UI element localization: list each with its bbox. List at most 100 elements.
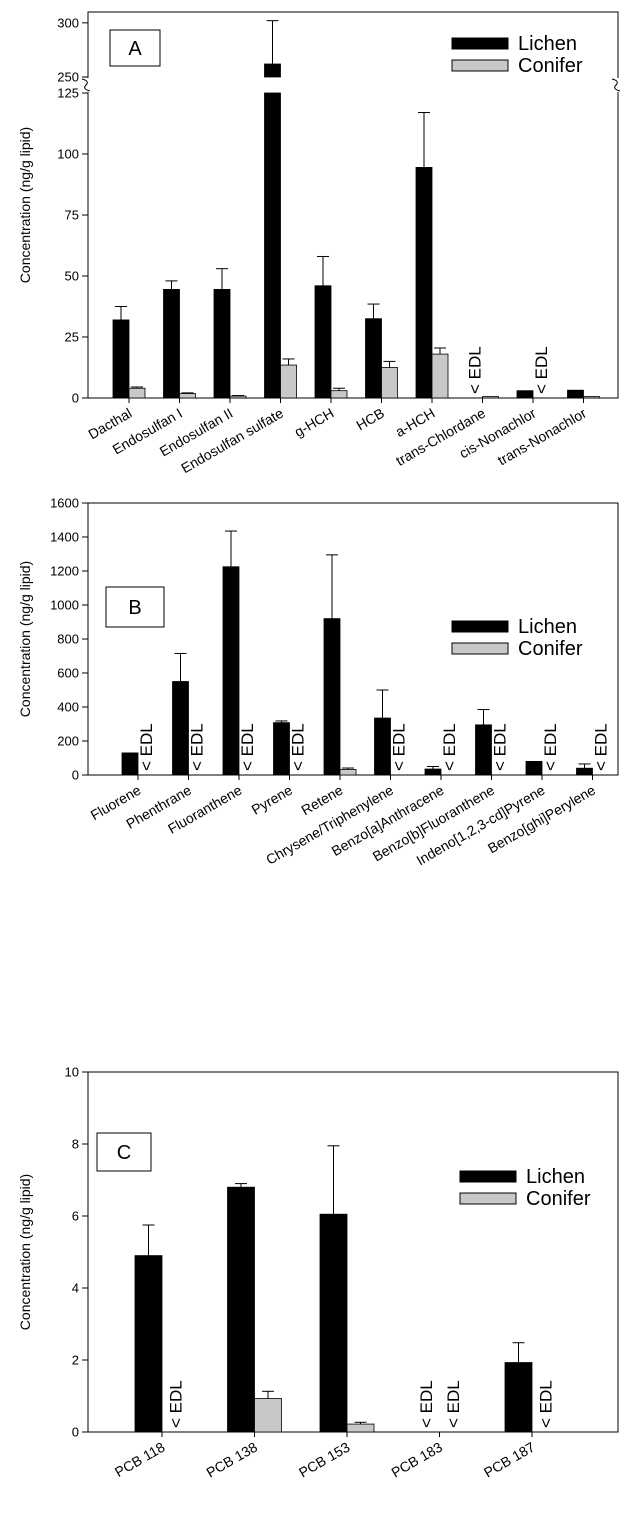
bar-conifer bbox=[280, 364, 297, 399]
bar-lichen bbox=[424, 768, 442, 776]
edl-label: < EDL bbox=[390, 723, 409, 771]
x-tick-label: PCB 187 bbox=[481, 1439, 538, 1481]
y-tick-label: 0 bbox=[72, 391, 79, 406]
legend-swatch-lichen bbox=[451, 620, 509, 633]
bar-lichen bbox=[121, 752, 139, 776]
edl-label: < EDL bbox=[167, 1380, 186, 1428]
bar-lichen bbox=[415, 167, 433, 399]
edl-label: < EDL bbox=[440, 723, 459, 771]
edl-label: < EDL bbox=[444, 1380, 463, 1428]
bar-conifer bbox=[254, 1398, 282, 1433]
panel-label-box bbox=[96, 1132, 152, 1172]
bar-lichen bbox=[319, 1213, 348, 1433]
legend-label-conifer: Conifer bbox=[526, 1188, 591, 1210]
y-tick-label: 6 bbox=[72, 1209, 79, 1224]
y-tick-label: 10 bbox=[65, 1065, 79, 1080]
legend-swatch-conifer bbox=[451, 642, 509, 655]
axis-break-mark-right bbox=[611, 78, 621, 92]
bar-conifer bbox=[482, 396, 499, 399]
bar-conifer bbox=[128, 387, 146, 399]
y-tick-label: 2 bbox=[72, 1353, 79, 1368]
bar-lichen bbox=[374, 717, 391, 776]
y-axis-label: Concentration (ng/g lipid) bbox=[17, 127, 33, 283]
y-tick-label: 75 bbox=[65, 208, 79, 223]
panel-label: B bbox=[128, 597, 141, 619]
legend-swatch-lichen bbox=[451, 37, 509, 50]
bar-conifer bbox=[179, 393, 196, 399]
bar-conifer bbox=[229, 395, 247, 399]
legend-label-conifer: Conifer bbox=[518, 55, 583, 77]
plot-frame bbox=[87, 11, 619, 399]
y-axis-label: Concentration (ng/g lipid) bbox=[17, 561, 33, 717]
bar-conifer bbox=[583, 396, 600, 399]
y-tick-label: 1400 bbox=[50, 530, 79, 545]
x-tick-label: g-HCH bbox=[291, 405, 336, 440]
x-tick-label: HCB bbox=[353, 405, 387, 434]
y-tick-label: 50 bbox=[65, 269, 79, 284]
edl-label: < EDL bbox=[532, 346, 551, 394]
y-tick-label: 200 bbox=[57, 734, 79, 749]
x-tick-label: PCB 118 bbox=[112, 1439, 168, 1480]
bar-lichen bbox=[227, 1186, 255, 1433]
y-tick-label: 0 bbox=[72, 1425, 79, 1440]
y-tick-label: 8 bbox=[72, 1137, 79, 1152]
panel-label-box bbox=[105, 586, 165, 628]
y-tick-label: 1200 bbox=[50, 564, 79, 579]
bar-lichen-upper bbox=[264, 63, 281, 78]
panel-label: A bbox=[128, 38, 142, 60]
y-tick-label: 400 bbox=[57, 700, 79, 715]
plot-frame bbox=[87, 1071, 619, 1433]
y-tick-label: 4 bbox=[72, 1281, 79, 1296]
bar-lichen bbox=[516, 390, 534, 399]
x-tick-label: PCB 183 bbox=[388, 1439, 445, 1481]
bar-lichen bbox=[112, 319, 130, 399]
edl-label: < EDL bbox=[289, 723, 308, 771]
bar-lichen bbox=[314, 285, 332, 399]
x-tick-label: PCB 138 bbox=[203, 1439, 260, 1481]
x-tick-label: Pyrene bbox=[249, 782, 296, 818]
legend-label-lichen: Lichen bbox=[518, 33, 577, 55]
bar-lichen bbox=[576, 767, 593, 776]
edl-label: < EDL bbox=[491, 723, 510, 771]
edl-label: < EDL bbox=[417, 1380, 436, 1428]
edl-label: < EDL bbox=[592, 723, 611, 771]
axis-break-gap-right bbox=[614, 78, 622, 92]
legend-swatch-conifer bbox=[459, 1192, 517, 1205]
x-tick-label: PCB 153 bbox=[296, 1439, 353, 1481]
bar-lichen bbox=[222, 566, 240, 776]
bar-lichen-lower bbox=[264, 92, 281, 399]
x-tick-label: trans-Nonachlor bbox=[495, 405, 590, 469]
bar-conifer bbox=[339, 768, 357, 776]
bar-lichen bbox=[134, 1255, 163, 1433]
bar-conifer bbox=[330, 390, 348, 399]
bar-conifer bbox=[346, 1423, 375, 1433]
legend-swatch-lichen bbox=[459, 1170, 517, 1183]
y-tick-label: 300 bbox=[57, 15, 79, 30]
legend-label-lichen: Lichen bbox=[526, 1166, 585, 1188]
y-tick-label: 1000 bbox=[50, 598, 79, 613]
y-tick-label: 25 bbox=[65, 330, 79, 345]
y-tick-label: 600 bbox=[57, 666, 79, 681]
y-tick-label: 0 bbox=[72, 768, 79, 783]
bar-lichen bbox=[213, 289, 231, 399]
bar-conifer bbox=[431, 353, 449, 399]
axis-break-mark-left bbox=[81, 78, 91, 92]
axis-break-gap-left bbox=[84, 78, 92, 92]
bar-lichen bbox=[273, 722, 290, 776]
bar-lichen bbox=[475, 724, 492, 776]
y-tick-label: 250 bbox=[57, 70, 79, 85]
legend-label-conifer: Conifer bbox=[518, 638, 583, 660]
y-tick-label: 125 bbox=[57, 86, 79, 101]
edl-label: < EDL bbox=[537, 1380, 556, 1428]
edl-label: < EDL bbox=[137, 723, 156, 771]
edl-label: < EDL bbox=[541, 723, 560, 771]
y-tick-label: 800 bbox=[57, 632, 79, 647]
bar-lichen bbox=[504, 1362, 533, 1433]
edl-label: < EDL bbox=[466, 346, 485, 394]
bar-lichen bbox=[567, 389, 584, 399]
y-tick-label: 1600 bbox=[50, 496, 79, 511]
bar-lichen bbox=[163, 289, 180, 399]
panel-label: C bbox=[117, 1142, 131, 1164]
edl-label: < EDL bbox=[188, 723, 207, 771]
